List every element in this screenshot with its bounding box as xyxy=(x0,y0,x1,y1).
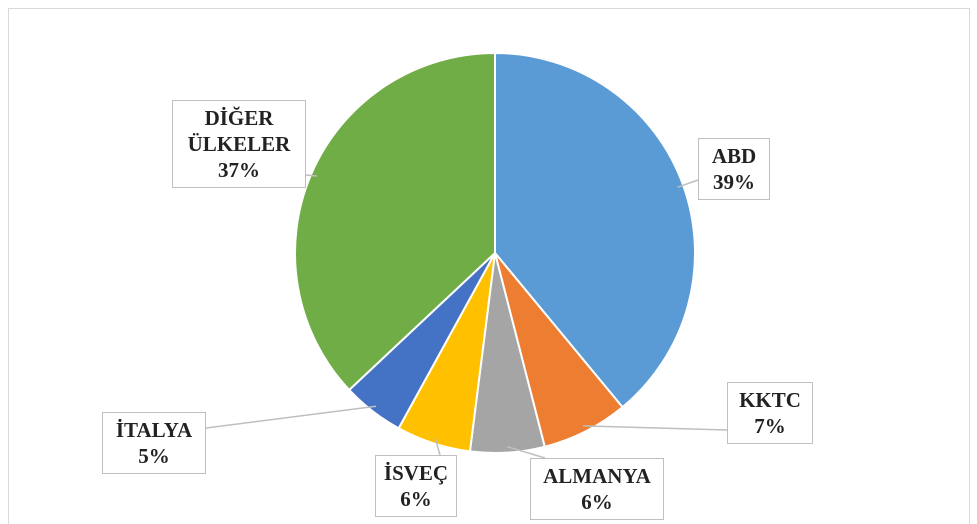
percent-label: 6% xyxy=(400,487,432,511)
pie-slice xyxy=(294,51,496,392)
category-name: KKTC xyxy=(739,388,801,412)
category-name: İSVEÇ xyxy=(383,461,449,485)
leader-line xyxy=(434,437,441,456)
data-label: ABD 39% xyxy=(698,138,770,200)
percent-label: 7% xyxy=(754,414,786,438)
percent-label: 5% xyxy=(138,444,170,468)
category-name: ABD xyxy=(711,144,757,168)
data-label: İSVEÇ 6% xyxy=(375,455,457,517)
leader-line xyxy=(205,405,377,429)
data-label: ALMANYA 6% xyxy=(530,458,664,520)
chart-frame xyxy=(8,8,970,524)
category-name: İTALYA xyxy=(115,418,193,442)
data-label: DİĞER ÜLKELER 37% xyxy=(172,100,306,188)
percent-label: 6% xyxy=(581,490,613,514)
leader-line xyxy=(506,445,546,459)
data-label: İTALYA 5% xyxy=(102,412,206,474)
leader-line xyxy=(583,425,728,431)
percent-label: 37% xyxy=(218,158,260,182)
data-label: KKTC 7% xyxy=(727,382,813,444)
leader-line xyxy=(677,179,699,188)
leader-line xyxy=(305,174,318,177)
category-name: DİĞER ÜLKELER xyxy=(187,106,291,156)
percent-label: 39% xyxy=(713,170,755,194)
category-name: ALMANYA xyxy=(543,464,651,488)
